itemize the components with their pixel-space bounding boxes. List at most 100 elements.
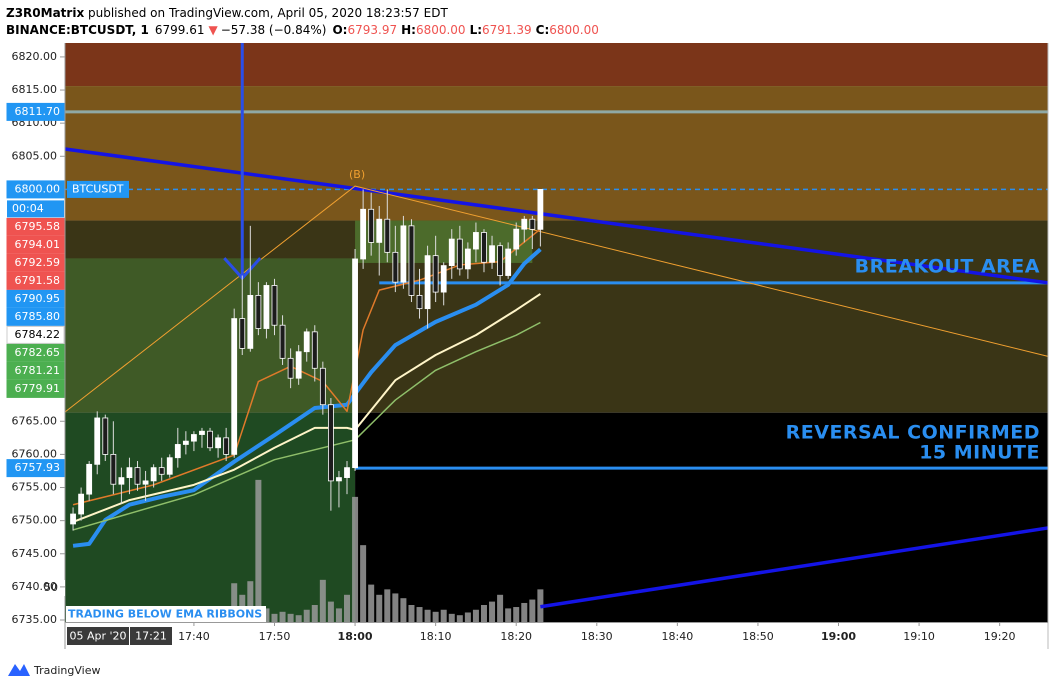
symbol-box	[67, 180, 129, 198]
candle-body	[327, 404, 334, 482]
price-label: 6795.58	[15, 220, 61, 233]
ohlc-value: 6793.97	[347, 23, 397, 37]
candle-body	[505, 248, 512, 276]
note-box	[66, 606, 266, 622]
volume-bar	[295, 615, 302, 622]
time-axis	[0, 622, 1055, 650]
candle-body	[473, 232, 479, 250]
logo	[8, 664, 30, 676]
volume-bar	[472, 609, 479, 622]
price-label: 6800.00	[15, 182, 61, 195]
annotation: 15 MINUTE	[919, 442, 1040, 464]
y-tick-label: 6760.00	[12, 447, 58, 460]
volume-bar	[432, 611, 439, 622]
title: published on TradingView.com, April 05, …	[84, 6, 448, 20]
ohlc: O:6793.97 H:6800.00 L:6791.39 C:6800.00	[332, 23, 598, 37]
axes: 506820.006815.006810.006805.006765.00676…	[6, 50, 1016, 643]
y-tick-label: 6805.00	[12, 149, 58, 162]
ohlc-value: 6800.00	[416, 23, 466, 37]
candle-body	[279, 324, 286, 359]
volume-bar	[231, 583, 238, 622]
header-quote: BINANCE:BTCUSDT, 1 6799.61 ▼ −57.38 (−0.84%…	[6, 23, 599, 37]
volume-bar	[440, 609, 447, 622]
candle-body	[86, 463, 93, 495]
zone	[65, 43, 1048, 87]
candle-body	[263, 285, 270, 329]
candle-body	[368, 208, 375, 243]
price-label-box	[6, 307, 65, 326]
candle-body	[199, 430, 205, 435]
volume-bar	[408, 605, 415, 622]
price-label: 6792.59	[15, 256, 61, 269]
volume-tick-box	[37, 580, 65, 596]
candle-body	[440, 265, 447, 293]
volume-bar	[513, 607, 520, 622]
candle-body	[392, 251, 399, 283]
candle-body	[513, 228, 520, 250]
price-label-box	[6, 102, 65, 121]
candle-body	[448, 238, 455, 266]
candle-body	[481, 232, 487, 263]
ohlc-key: L:	[470, 23, 482, 37]
symbol: BINANCE:BTCUSDT, 1	[6, 23, 149, 37]
y-tick-label: 6820.00	[12, 50, 58, 63]
price-label: 6790.95	[15, 292, 61, 305]
candle-body	[376, 218, 383, 243]
price-label-box	[6, 325, 65, 344]
candle-body	[223, 437, 230, 455]
candle-body	[191, 434, 197, 442]
price-label: 6757.93	[15, 461, 61, 474]
volume-bar	[521, 602, 528, 622]
candle-body	[94, 417, 101, 465]
candle-body	[360, 208, 367, 260]
y-tick-label: 6745.00	[12, 547, 58, 560]
price-label-box	[6, 271, 65, 290]
volume-bar	[416, 607, 423, 622]
price-label-box	[6, 217, 65, 236]
candle-body	[384, 218, 391, 253]
crosshair-date: 05 Apr '20	[69, 630, 126, 643]
volume-bar	[448, 613, 455, 622]
x-tick-label: 18:30	[581, 630, 613, 643]
candle-body	[239, 318, 246, 349]
annotation: TRADING BELOW EMA RIBBONS	[68, 608, 262, 621]
volume-bar	[376, 594, 383, 622]
plot-area	[64, 43, 1049, 622]
y-tick-label: 6765.00	[12, 414, 58, 427]
candle-body	[521, 218, 528, 230]
price-label: 6782.65	[15, 346, 61, 359]
candle-body	[110, 453, 117, 485]
ohlc-key: C:	[536, 23, 550, 37]
candle-body	[207, 430, 213, 449]
volume-bar	[505, 608, 512, 622]
ohlc-value: 6800.00	[549, 23, 599, 37]
author: Z3R0Matrix	[6, 6, 84, 20]
volume-bar	[255, 479, 262, 622]
brand-logo	[8, 664, 30, 676]
volume-bar	[497, 594, 504, 622]
ohlc-key: H:	[401, 23, 416, 37]
price-label-box	[6, 459, 65, 478]
ema-line	[72, 247, 542, 548]
ema-line	[72, 321, 541, 531]
candle-body	[134, 467, 141, 485]
x-tick-label: 18:00	[338, 630, 373, 643]
candle-body	[78, 493, 85, 515]
candle-body	[311, 331, 318, 369]
zone	[65, 86, 1048, 221]
price-label-box	[6, 180, 65, 199]
volume-bar	[456, 615, 463, 622]
volume-bar	[384, 589, 391, 622]
volume-bar	[424, 609, 431, 622]
annotation: BREAKOUT AREA	[855, 256, 1040, 278]
x-tick-label: 18:20	[500, 630, 532, 643]
volume-tick-label: 50	[44, 581, 58, 594]
change-arrow: ▼	[208, 23, 218, 37]
price-label: 6779.91	[15, 382, 61, 395]
symbol-label: BTCUSDT	[72, 182, 124, 195]
candle-body	[416, 295, 423, 310]
x-tick-label: 19:00	[821, 630, 856, 643]
candle-body	[464, 248, 471, 270]
candle-body	[489, 245, 495, 263]
